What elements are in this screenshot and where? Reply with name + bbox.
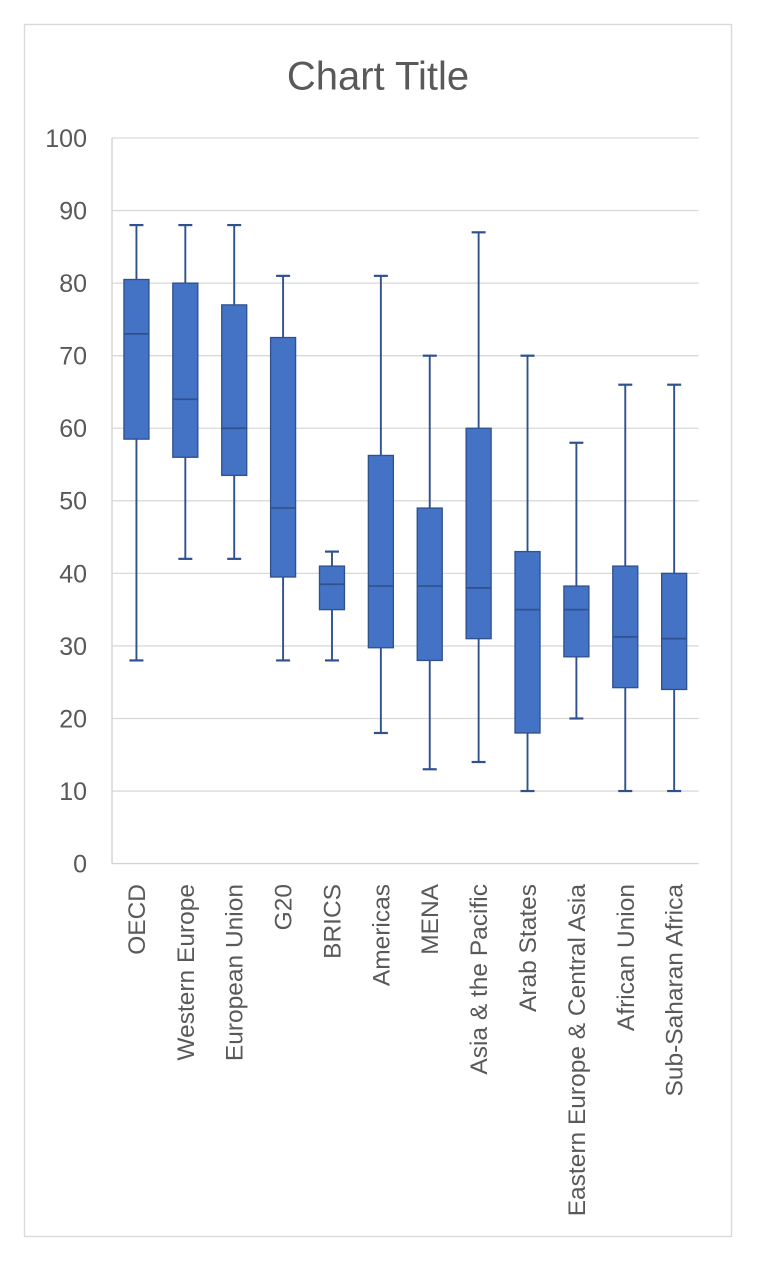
svg-text:MENA: MENA xyxy=(417,883,444,954)
svg-text:10: 10 xyxy=(59,778,87,806)
svg-text:African Union: African Union xyxy=(613,884,640,1031)
svg-text:40: 40 xyxy=(59,560,87,588)
svg-text:Americas: Americas xyxy=(368,884,395,986)
svg-text:Chart Title: Chart Title xyxy=(287,55,469,99)
svg-text:Sub-Saharan Africa: Sub-Saharan Africa xyxy=(662,884,689,1097)
svg-text:60: 60 xyxy=(59,415,87,443)
svg-text:Asia & the Pacific: Asia & the Pacific xyxy=(466,884,493,1075)
svg-text:G20: G20 xyxy=(271,884,298,930)
svg-text:100: 100 xyxy=(45,125,87,153)
svg-text:BRICS: BRICS xyxy=(319,884,346,959)
svg-text:0: 0 xyxy=(73,851,87,879)
svg-text:Western Europe: Western Europe xyxy=(173,884,200,1061)
svg-text:50: 50 xyxy=(59,488,87,516)
svg-text:70: 70 xyxy=(59,343,87,371)
svg-text:30: 30 xyxy=(59,633,87,661)
svg-text:90: 90 xyxy=(59,197,87,225)
svg-text:Arab States: Arab States xyxy=(515,884,542,1012)
svg-text:Eastern Europe & Central Asia: Eastern Europe & Central Asia xyxy=(564,884,591,1217)
svg-text:20: 20 xyxy=(59,705,87,733)
svg-text:OECD: OECD xyxy=(124,884,151,955)
svg-text:European Union: European Union xyxy=(222,884,249,1061)
svg-text:80: 80 xyxy=(59,270,87,298)
